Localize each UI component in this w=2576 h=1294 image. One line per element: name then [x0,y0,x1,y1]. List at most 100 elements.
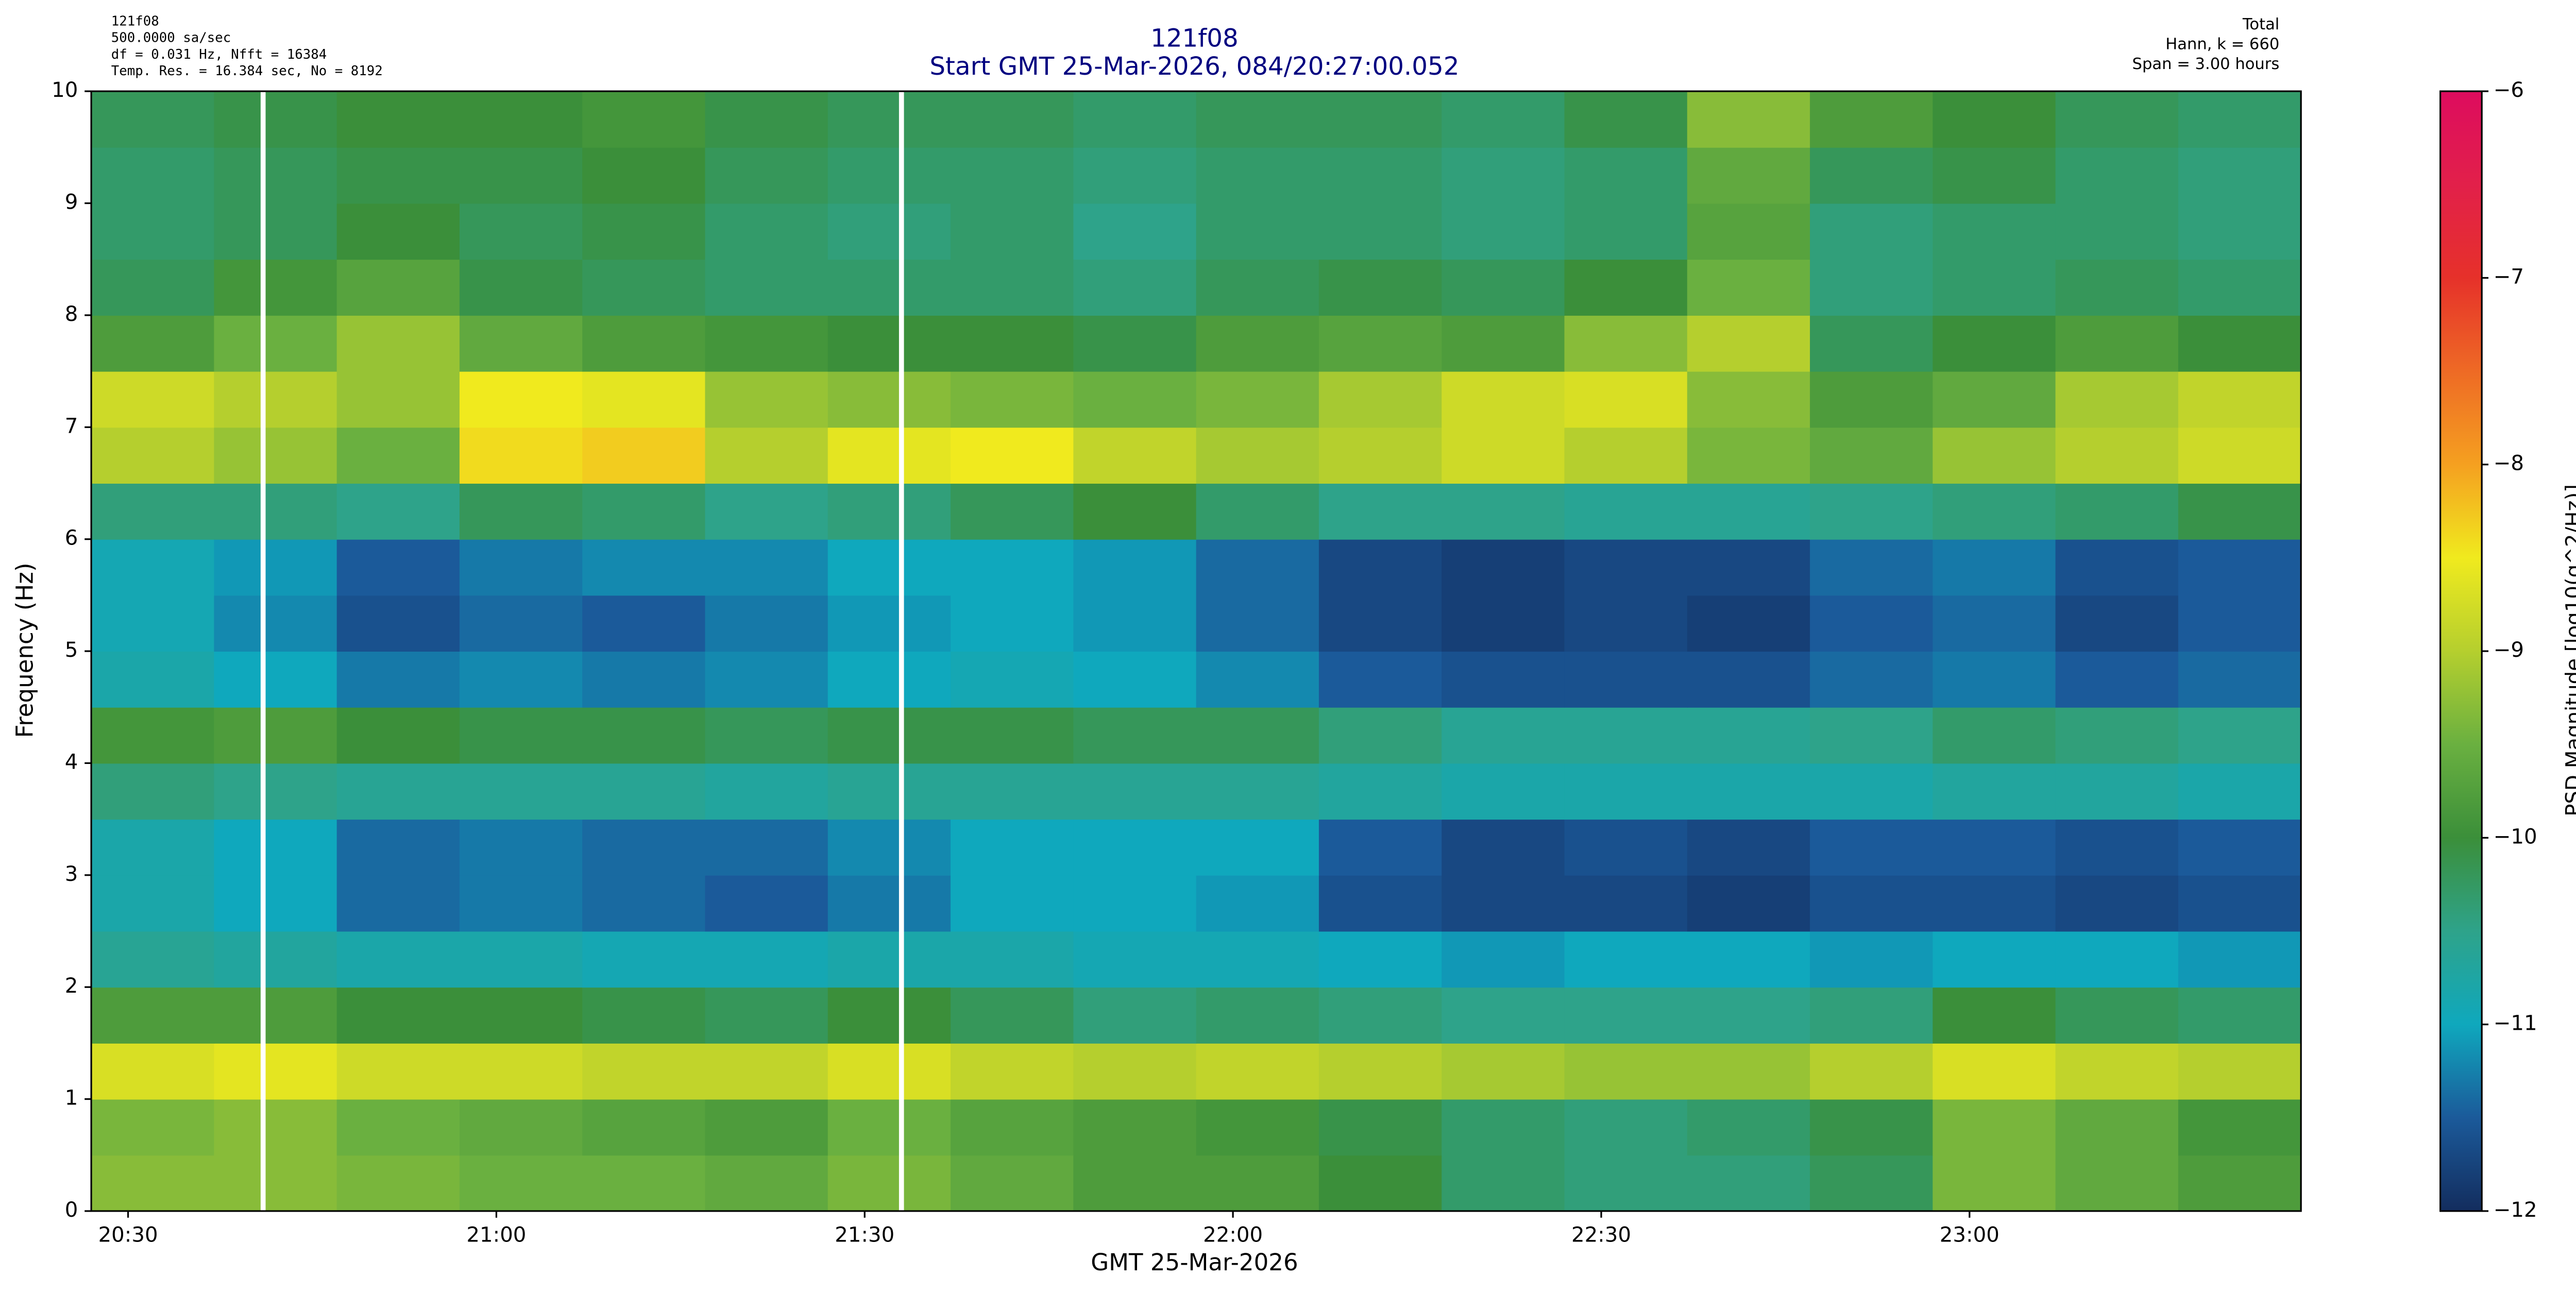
heatmap-cell [582,707,706,764]
heatmap-cell [1933,315,2056,372]
heatmap-cell [1810,483,1934,540]
heatmap-cell [951,931,1074,988]
heatmap-cell [91,707,215,764]
heatmap-cell [1564,875,1688,932]
heatmap-cell [827,539,952,596]
heatmap-cell [459,707,583,764]
heatmap-cell [1564,819,1688,876]
heatmap-cell [1196,763,1319,820]
heatmap-cell [1442,539,1565,596]
heatmap-cell [1318,595,1443,652]
heatmap-cell [1687,315,1811,372]
heatmap-cell [2055,819,2179,876]
heatmap-cell [1073,483,1197,540]
heatmap-cell [1318,1155,1443,1212]
x-tick-label: 23:00 [1940,1223,1999,1247]
heatmap-cell [951,1043,1074,1100]
heatmap-cell [336,875,460,932]
heatmap-cell [336,1155,460,1212]
heatmap-cell [1073,707,1197,764]
heatmap-cell [1564,987,1688,1044]
heatmap-cell [1810,707,1934,764]
x-tick-label: 21:30 [835,1223,894,1247]
heatmap-cell [705,987,828,1044]
heatmap-cell [1196,1155,1319,1212]
colorbar-tick-label: −8 [2494,452,2524,475]
heatmap-cell [214,539,337,596]
heatmap-cell [459,315,583,372]
heatmap-cell [1318,1099,1443,1156]
heatmap-cell [1687,539,1811,596]
heatmap-cell [91,483,215,540]
heatmap-cell [1196,595,1319,652]
heatmap-cell [1810,819,1934,876]
heatmap-cell [1687,203,1811,260]
heatmap-cell [1318,875,1443,932]
heatmap-cell [1442,931,1565,988]
heatmap-cell [951,651,1074,708]
heatmap-cell [705,819,828,876]
heatmap-cell [1810,763,1934,820]
heatmap-cell [91,203,215,260]
heatmap-cell [1810,203,1934,260]
heatmap-cell [1442,651,1565,708]
heatmap-cell [582,371,706,428]
heatmap-cell [2055,315,2179,372]
heatmap-cell [827,483,952,540]
heatmap-cell [1442,91,1565,148]
heatmap-cell [459,1043,583,1100]
heatmap-cell [1073,651,1197,708]
heatmap-cell [827,1043,952,1100]
colorbar-tick-label: −10 [2494,825,2537,848]
heatmap-cell [827,315,952,372]
heatmap-cell [1442,707,1565,764]
heatmap-cell [1442,147,1565,204]
heatmap-cell [459,1155,583,1212]
heatmap-cell [1073,931,1197,988]
heatmap-cell [1810,1099,1934,1156]
heatmap-cell [1933,875,2056,932]
heatmap-cell [2178,875,2302,932]
heatmap-cell [1318,483,1443,540]
colorbar-label: PSD Magnitude [log10(g^2/Hz)] [2562,484,2576,816]
heatmap-cell [705,147,828,204]
heatmap-cell [1564,595,1688,652]
x-tick-label: 22:00 [1203,1223,1263,1247]
x-axis-label: GMT 25-Mar-2026 [1091,1249,1298,1276]
heatmap-cell [1564,371,1688,428]
y-tick-label: 6 [65,526,78,550]
heatmap-cell [1073,819,1197,876]
heatmap-cell [214,1043,337,1100]
heatmap-cell [827,819,952,876]
colorbar-tick-label: −6 [2494,78,2524,102]
heatmap-cell [2055,875,2179,932]
y-tick-label: 7 [65,414,78,438]
heatmap-cell [1564,763,1688,820]
heatmap-cell [1318,203,1443,260]
heatmap-cell [459,1099,583,1156]
heatmap-cell [1810,987,1934,1044]
heatmap-cell [1687,147,1811,204]
heatmap-cell [582,763,706,820]
info-left: Temp. Res. = 16.384 sec, No = 8192 [111,63,383,79]
x-tick-label: 22:30 [1571,1223,1631,1247]
heatmap-cell [214,875,337,932]
heatmap-cell [1073,987,1197,1044]
heatmap-cell [336,707,460,764]
heatmap-cell [827,427,952,484]
heatmap-cell [1564,483,1688,540]
heatmap-cell [827,595,952,652]
heatmap-cell [2055,1155,2179,1212]
heatmap-cell [336,91,460,148]
heatmap-cell [705,539,828,596]
heatmap-cell [91,763,215,820]
heatmap-cell [1564,259,1688,316]
heatmap-cell [1318,427,1443,484]
heatmap-cell [2055,203,2179,260]
heatmap-cell [951,371,1074,428]
heatmap-cell [214,595,337,652]
heatmap-cell [214,147,337,204]
heatmap-cell [91,875,215,932]
heatmap-cell [1318,763,1443,820]
